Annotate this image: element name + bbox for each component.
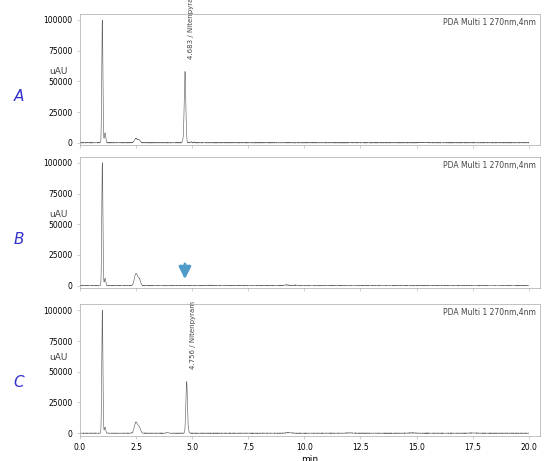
X-axis label: min: min bbox=[301, 455, 318, 461]
Text: 4.683 / Nitenpyram: 4.683 / Nitenpyram bbox=[188, 0, 195, 59]
Text: 4.756 / Nitenpyram: 4.756 / Nitenpyram bbox=[190, 301, 196, 369]
Text: uAU: uAU bbox=[50, 210, 68, 219]
Text: B: B bbox=[14, 232, 24, 247]
Text: PDA Multi 1 270nm,4nm: PDA Multi 1 270nm,4nm bbox=[442, 18, 536, 27]
Text: uAU: uAU bbox=[50, 67, 68, 76]
Text: A: A bbox=[14, 89, 24, 104]
Text: uAU: uAU bbox=[50, 353, 68, 362]
Text: PDA Multi 1 270nm,4nm: PDA Multi 1 270nm,4nm bbox=[442, 161, 536, 170]
Text: C: C bbox=[14, 375, 24, 390]
Text: PDA Multi 1 270nm,4nm: PDA Multi 1 270nm,4nm bbox=[442, 308, 536, 317]
